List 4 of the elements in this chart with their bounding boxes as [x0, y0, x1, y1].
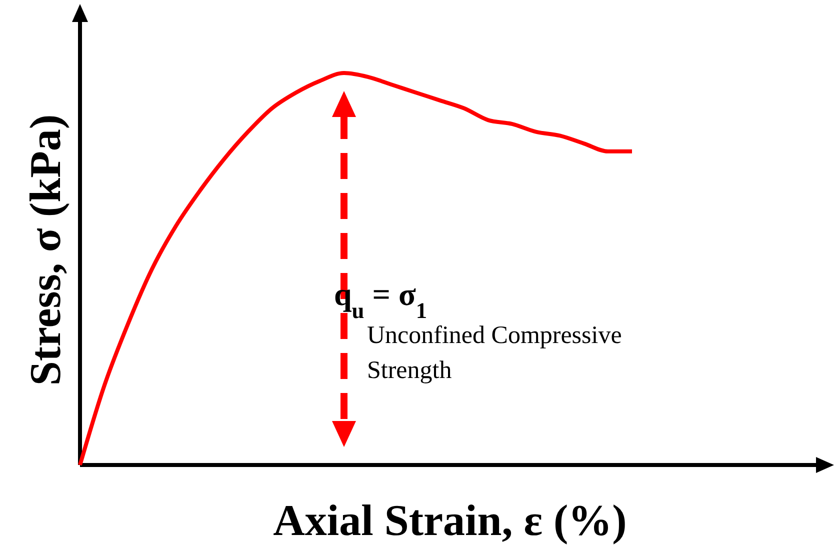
x-axis-title: Axial Strain, ε (%)	[273, 496, 627, 545]
annotation: Unconfined Compressive Strength	[367, 322, 622, 384]
y-axis-title: Stress, σ (kPa)	[21, 114, 70, 386]
annotation: q$_{u}$ = σ$_{1}$	[334, 276, 428, 322]
